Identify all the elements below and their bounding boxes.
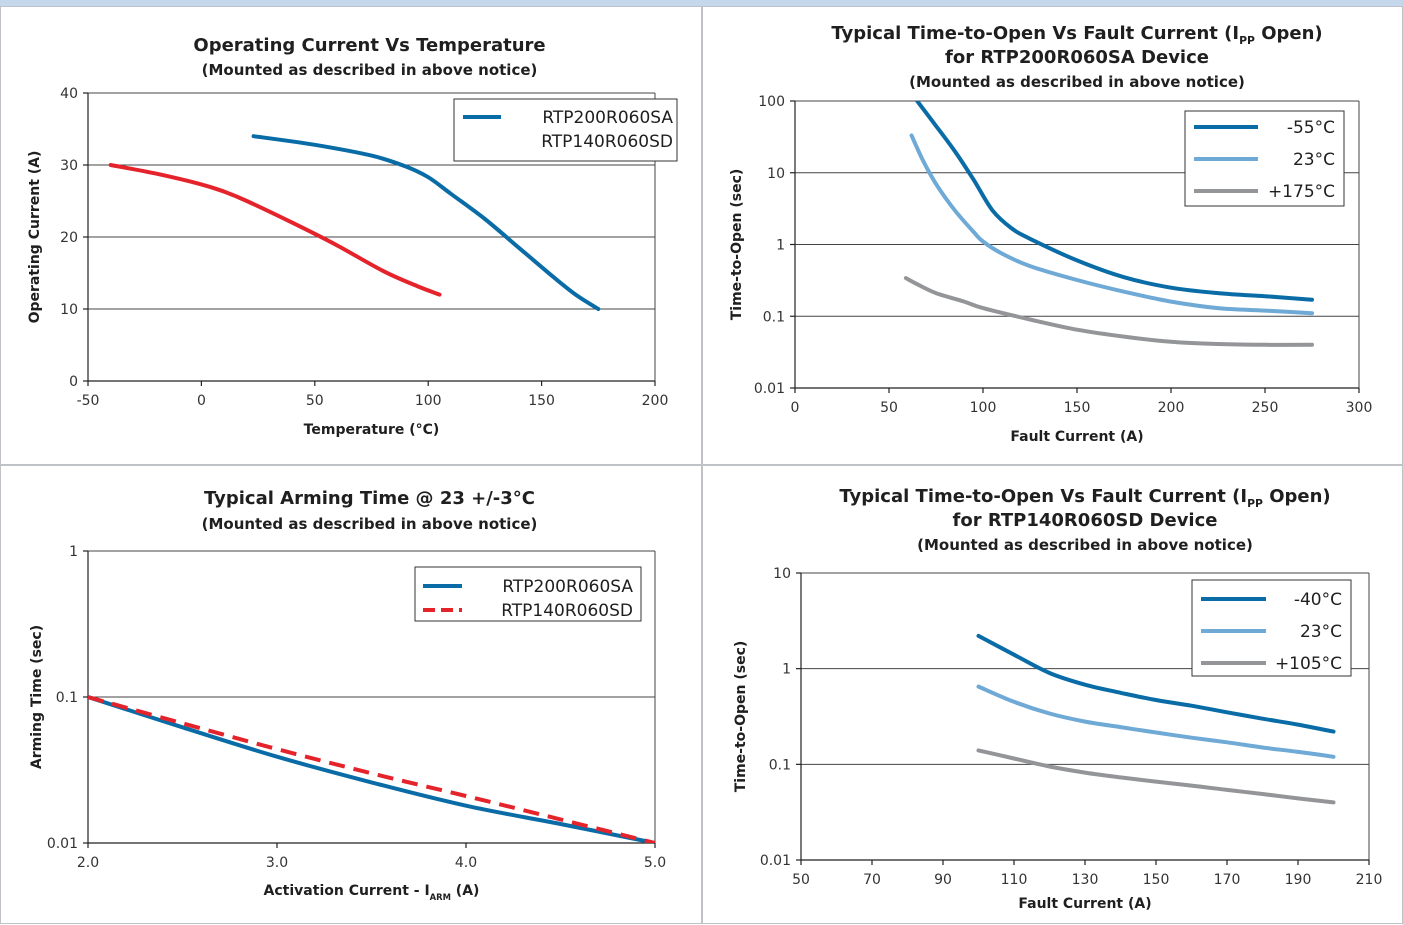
y-tick-label: 40: [60, 86, 78, 102]
chart-operating-current: Operating Current Vs Temperature (Mounted…: [1, 7, 703, 466]
x-tick-label: 130: [1072, 872, 1099, 888]
chart-panel-arming-time: Typical Arming Time @ 23 +/-3°C (Mounted …: [0, 465, 702, 924]
chart-subtitle: (Mounted as described in above notice): [917, 536, 1253, 554]
x-tick-label: 200: [642, 393, 669, 409]
y-axis-label: Operating Current (A): [27, 151, 43, 324]
y-axis-label: Time-to-Open (sec): [733, 641, 749, 793]
y-tick-label: 1: [782, 662, 791, 678]
x-tick-label: 300: [1346, 400, 1373, 416]
chart-panel-time-to-open-rtp200: Typical Time-to-Open Vs Fault Current (I…: [702, 6, 1403, 465]
y-tick-label: 0.1: [763, 309, 785, 325]
x-axis-label: Activation Current - IARM (A): [264, 883, 480, 902]
x-tick-label: 50: [880, 400, 898, 416]
y-tick-label: 10: [767, 166, 785, 182]
chart-panel-time-to-open-rtp140: Typical Time-to-Open Vs Fault Current (I…: [702, 465, 1403, 924]
x-tick-label: 90: [934, 872, 952, 888]
chart-arming-time: Typical Arming Time @ 23 +/-3°C (Mounted …: [1, 466, 703, 925]
y-tick-label: 10: [60, 302, 78, 318]
legend-label: RTP140R060SD: [501, 601, 633, 621]
legend-label: 23°C: [1300, 622, 1342, 642]
chart-time-to-open-rtp200: Typical Time-to-Open Vs Fault Current (I…: [703, 7, 1403, 466]
x-tick-label: 2.0: [77, 855, 99, 871]
x-axis-label: Fault Current (A): [1018, 896, 1151, 912]
x-tick-label: 50: [792, 872, 810, 888]
y-tick-label: 0.1: [769, 757, 791, 773]
series-line-2: [88, 697, 655, 843]
y-tick-label: 100: [758, 94, 785, 110]
x-tick-label: -50: [77, 393, 100, 409]
x-tick-label: 4.0: [455, 855, 477, 871]
y-axis-label: Time-to-Open (sec): [729, 169, 745, 321]
chart-title: Typical Arming Time @ 23 +/-3°C: [204, 488, 535, 509]
legend-label: RTP200R060SA: [502, 577, 633, 597]
chart-title-line2: for RTP140R060SD Device: [953, 510, 1218, 531]
legend-label: +105°C: [1275, 654, 1342, 674]
x-tick-label: 150: [1064, 400, 1091, 416]
x-axis-label: Fault Current (A): [1010, 429, 1143, 445]
y-tick-label: 1: [776, 238, 785, 254]
chart-panel-operating-current: Operating Current Vs Temperature (Mounted…: [0, 6, 702, 465]
x-tick-label: 150: [528, 393, 555, 409]
chart-subtitle: (Mounted as described in above notice): [202, 515, 538, 533]
y-tick-label: 0: [69, 374, 78, 390]
x-tick-label: 0: [197, 393, 206, 409]
x-tick-label: 3.0: [266, 855, 288, 871]
y-tick-label: 1: [69, 544, 78, 560]
x-tick-label: 190: [1285, 872, 1312, 888]
legend-label: 23°C: [1293, 150, 1335, 170]
series-line-3: [979, 750, 1334, 802]
y-tick-label: 30: [60, 158, 78, 174]
x-tick-label: 170: [1214, 872, 1241, 888]
y-tick-label: 0.1: [56, 690, 78, 706]
x-tick-label: 0: [791, 400, 800, 416]
y-tick-label: 10: [773, 566, 791, 582]
x-tick-label: 70: [863, 872, 881, 888]
legend-label: +175°C: [1268, 182, 1335, 202]
y-tick-label: 20: [60, 230, 78, 246]
chart-title-line2: for RTP200R060SA Device: [945, 47, 1209, 68]
x-axis-label: Temperature (°C): [304, 422, 440, 438]
chart-title: Typical Time-to-Open Vs Fault Current (I…: [839, 486, 1330, 510]
legend-label: RTP200R060SA: [542, 108, 673, 128]
x-tick-label: 110: [1001, 872, 1028, 888]
series-line-1: [254, 136, 599, 309]
x-tick-label: 100: [970, 400, 997, 416]
chart-time-to-open-rtp140: Typical Time-to-Open Vs Fault Current (I…: [703, 466, 1403, 925]
y-axis-label: Arming Time (sec): [29, 625, 45, 769]
x-tick-label: 50: [306, 393, 324, 409]
legend-label: -40°C: [1294, 590, 1342, 610]
chart-title: Typical Time-to-Open Vs Fault Current (I…: [831, 23, 1322, 47]
legend-label: RTP140R060SD: [541, 132, 673, 152]
y-tick-label: 0.01: [47, 836, 78, 852]
chart-subtitle: (Mounted as described in above notice): [909, 73, 1245, 91]
chart-subtitle: (Mounted as described in above notice): [202, 61, 538, 79]
legend-label: -55°C: [1287, 118, 1335, 138]
x-tick-label: 250: [1252, 400, 1279, 416]
x-tick-label: 5.0: [644, 855, 666, 871]
y-tick-label: 0.01: [760, 853, 791, 869]
x-tick-label: 200: [1158, 400, 1185, 416]
series-line-2: [111, 165, 440, 295]
y-tick-label: 0.01: [754, 381, 785, 397]
chart-title: Operating Current Vs Temperature: [193, 35, 545, 56]
x-tick-label: 210: [1356, 872, 1383, 888]
x-tick-label: 100: [415, 393, 442, 409]
x-tick-label: 150: [1143, 872, 1170, 888]
